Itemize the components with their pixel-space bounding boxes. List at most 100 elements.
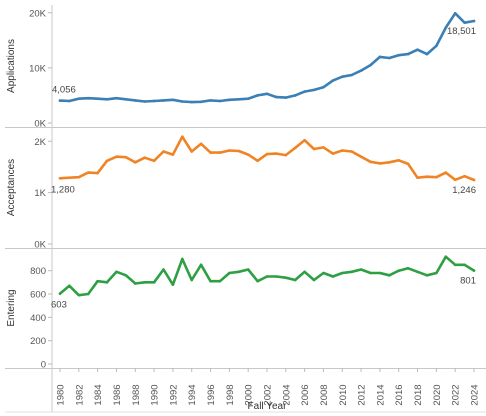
data-point-entering-1992	[171, 283, 175, 286]
data-point-acceptances-1985	[105, 159, 109, 163]
data-point-acceptances-1992	[171, 153, 175, 156]
y-tick-label: 2K	[34, 137, 46, 148]
x-tick-label: 1998	[225, 384, 236, 405]
data-point-entering-2009	[331, 275, 335, 278]
data-point-applications-2020	[435, 44, 438, 48]
data-label-applications-1980: 4,056	[52, 85, 76, 96]
data-point-entering-1982	[77, 293, 81, 297]
data-label-acceptances-2024: 1,246	[452, 185, 476, 196]
data-point-applications-1986	[115, 96, 118, 100]
data-point-acceptances-2015	[388, 161, 391, 164]
x-tick-label: 2004	[281, 384, 292, 405]
data-point-applications-1999	[237, 97, 241, 101]
data-point-applications-2014	[378, 55, 382, 59]
data-label-entering-1980: 603	[51, 300, 67, 311]
data-point-acceptances-1990	[152, 159, 156, 163]
data-point-entering-2002	[265, 275, 269, 278]
y-tick-label: 0K	[34, 119, 46, 130]
data-point-entering-2019	[425, 274, 429, 277]
x-tick-label: 2008	[319, 384, 330, 405]
data-point-entering-1996	[209, 279, 212, 283]
data-point-entering-1997	[218, 279, 222, 283]
data-point-acceptances-2000	[246, 153, 250, 156]
data-point-entering-2024	[472, 269, 476, 272]
x-tick-label: 2020	[432, 384, 443, 405]
data-point-entering-1983	[86, 292, 90, 296]
data-point-applications-1982	[77, 97, 81, 101]
data-point-entering-2013	[369, 271, 372, 275]
data-point-applications-2006	[303, 90, 306, 93]
x-tick-label: 1984	[93, 384, 104, 405]
data-point-acceptances-1994	[190, 150, 194, 153]
data-point-entering-1980	[58, 292, 62, 295]
x-tick-label: 1994	[187, 384, 198, 405]
data-point-acceptances-2019	[425, 175, 429, 179]
data-point-entering-1981	[68, 284, 71, 288]
data-point-applications-2018	[416, 48, 419, 51]
data-point-applications-2007	[312, 88, 316, 92]
x-tick-label: 1988	[131, 384, 142, 405]
data-point-applications-2023	[463, 21, 466, 24]
data-point-acceptances-2001	[256, 159, 259, 163]
data-point-entering-2000	[246, 268, 250, 271]
data-point-acceptances-1987	[124, 155, 128, 159]
data-point-entering-2022	[453, 263, 457, 267]
data-point-entering-2010	[340, 271, 344, 275]
data-point-acceptances-2013	[369, 160, 372, 164]
y-axis-title-acceptances: Acceptances	[6, 159, 17, 216]
x-tick-label: 2014	[375, 384, 386, 405]
data-point-acceptances-2009	[331, 152, 335, 155]
data-point-entering-2008	[322, 271, 325, 275]
data-point-acceptances-1980	[58, 176, 62, 180]
data-point-acceptances-2005	[293, 146, 297, 150]
data-point-acceptances-2022	[453, 178, 457, 182]
data-point-acceptances-2002	[265, 152, 269, 156]
data-point-acceptances-1993	[181, 135, 184, 138]
data-point-acceptances-1995	[199, 142, 203, 146]
data-point-applications-1996	[209, 99, 212, 102]
data-point-entering-2012	[359, 268, 363, 271]
data-point-acceptances-2011	[350, 150, 353, 153]
data-point-applications-2010	[340, 75, 344, 78]
data-point-entering-2023	[463, 263, 466, 267]
data-point-acceptances-2008	[322, 146, 325, 149]
data-point-entering-1993	[181, 257, 184, 261]
data-point-acceptances-2018	[416, 176, 419, 180]
y-axis-title-entering: Entering	[6, 289, 17, 326]
data-label-acceptances-1980: 1,280	[51, 184, 75, 195]
data-point-acceptances-2003	[275, 152, 278, 155]
data-point-applications-1995	[199, 100, 203, 104]
data-point-entering-2017	[406, 267, 410, 270]
x-tick-label: 2024	[470, 384, 481, 405]
data-point-entering-2021	[444, 255, 448, 258]
x-tick-label: 2016	[394, 384, 405, 405]
series-line-acceptances	[58, 135, 476, 182]
data-point-applications-1988	[133, 99, 137, 102]
y-tick-label: 10K	[29, 63, 47, 74]
data-point-applications-1993	[181, 100, 184, 103]
x-tick-label: 1982	[74, 384, 85, 405]
data-point-entering-2001	[256, 279, 259, 283]
data-label-entering-2024: 801	[460, 276, 476, 287]
data-point-applications-2005	[293, 94, 297, 97]
data-point-acceptances-2010	[340, 149, 344, 152]
data-point-acceptances-1986	[115, 155, 118, 158]
data-point-applications-1997	[218, 99, 222, 103]
data-point-entering-2016	[397, 269, 401, 272]
data-point-entering-2007	[312, 278, 316, 282]
data-point-acceptances-1983	[86, 171, 90, 174]
x-tick-label: 1990	[150, 384, 161, 405]
data-point-acceptances-2014	[378, 162, 382, 165]
data-point-applications-1992	[171, 98, 175, 102]
data-point-acceptances-1997	[218, 151, 222, 154]
x-tick-label: 2006	[300, 384, 311, 405]
data-point-acceptances-2021	[444, 171, 448, 174]
series-line-applications	[58, 12, 476, 104]
data-point-entering-2020	[435, 271, 438, 275]
data-point-entering-2011	[350, 270, 353, 274]
data-point-applications-2003	[275, 95, 278, 99]
y-tick-label: 0	[41, 360, 46, 371]
x-tick-label: 2010	[338, 384, 349, 405]
